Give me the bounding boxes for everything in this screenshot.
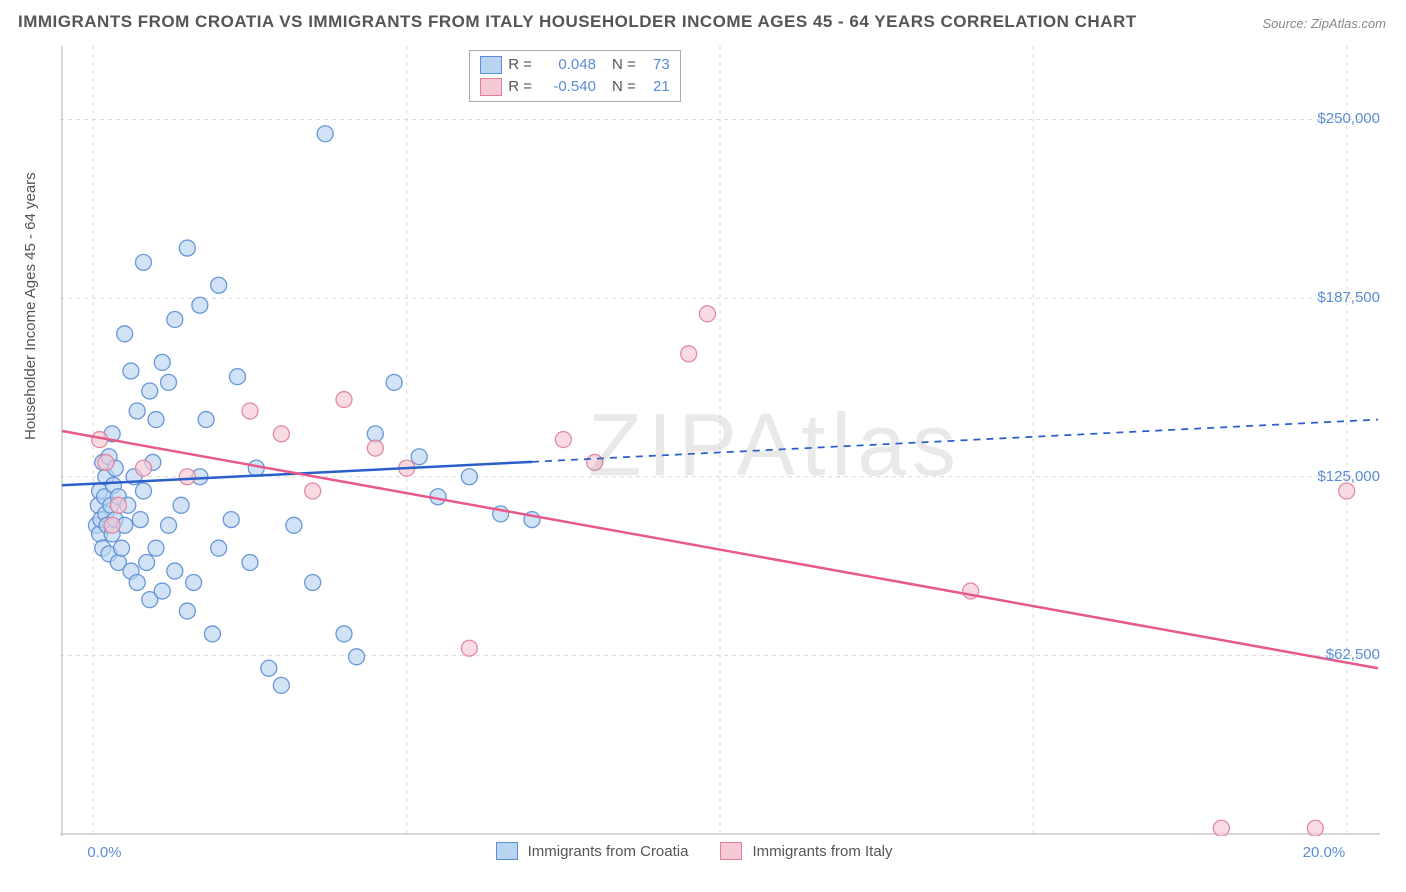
correlation-legend: R =0.048N =73R =-0.540N =21 xyxy=(469,50,681,102)
chart-plot-area: ZIPAtlas xyxy=(60,46,1380,836)
y-tick-label: $250,000 xyxy=(1317,110,1380,127)
swatch-series-a xyxy=(480,56,502,74)
y-axis-label: Householder Income Ages 45 - 64 years xyxy=(22,172,39,440)
swatch-series-a xyxy=(496,842,518,860)
y-tick-label: $62,500 xyxy=(1326,646,1380,663)
y-tick-label: $187,500 xyxy=(1317,289,1380,306)
series-legend: Immigrants from Croatia Immigrants from I… xyxy=(496,842,915,860)
legend-series-label: Immigrants from Italy xyxy=(752,843,892,860)
x-tick-label: 0.0% xyxy=(87,844,121,861)
legend-series-label: Immigrants from Croatia xyxy=(528,843,689,860)
legend-correlation-row: R =0.048N =73 xyxy=(480,54,670,76)
x-tick-label: 20.0% xyxy=(1303,844,1346,861)
y-tick-label: $125,000 xyxy=(1317,468,1380,485)
swatch-series-b xyxy=(720,842,742,860)
chart-title: IMMIGRANTS FROM CROATIA VS IMMIGRANTS FR… xyxy=(18,12,1137,32)
source-label: Source: ZipAtlas.com xyxy=(1262,16,1386,31)
swatch-series-b xyxy=(480,78,502,96)
legend-correlation-row: R =-0.540N =21 xyxy=(480,76,670,98)
scatter-plot-svg xyxy=(60,46,1380,836)
